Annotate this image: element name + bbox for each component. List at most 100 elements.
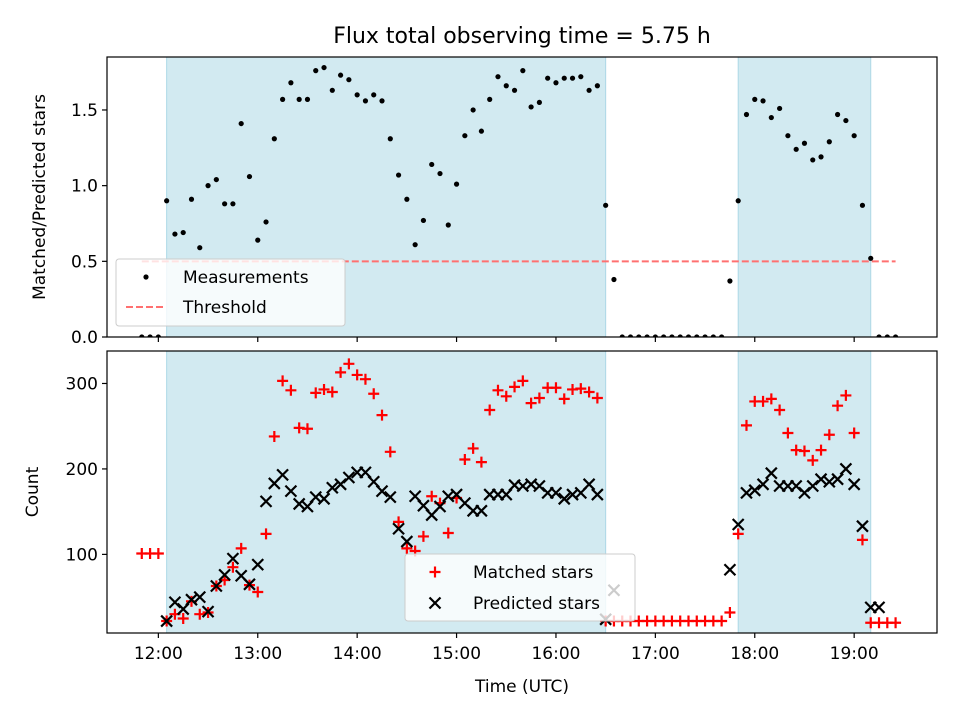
panel-1: 0.0 0.5 1.0 1.5 bbox=[71, 56, 938, 348]
data-point bbox=[400, 535, 414, 548]
data-point bbox=[575, 383, 587, 395]
data-point bbox=[470, 107, 476, 113]
data-point bbox=[177, 612, 189, 624]
data-point bbox=[856, 534, 868, 546]
data-point bbox=[553, 80, 559, 86]
x-tick-label: 14:00 bbox=[333, 644, 382, 664]
data-point bbox=[839, 462, 853, 476]
data-point bbox=[801, 140, 808, 146]
data-point bbox=[550, 382, 562, 394]
data-point bbox=[848, 427, 860, 439]
data-point bbox=[777, 105, 783, 112]
legend-marker-measurements bbox=[143, 274, 149, 280]
data-point bbox=[218, 568, 231, 582]
data-point bbox=[834, 111, 841, 118]
data-point bbox=[520, 68, 526, 74]
axes-frame bbox=[106, 56, 938, 338]
data-point bbox=[843, 117, 849, 124]
legend-label-measurements: Measurements bbox=[183, 268, 309, 288]
data-point bbox=[246, 173, 253, 180]
data-point bbox=[213, 176, 219, 183]
data-point bbox=[525, 397, 537, 409]
data-point bbox=[317, 492, 331, 506]
y-tick-label: 0.0 bbox=[71, 328, 98, 348]
data-point bbox=[627, 334, 634, 337]
data-point bbox=[752, 96, 758, 102]
data-point bbox=[172, 231, 178, 237]
data-point bbox=[227, 561, 239, 573]
data-point bbox=[765, 466, 778, 480]
x-tick-label: 17:00 bbox=[631, 644, 680, 664]
data-point bbox=[205, 183, 211, 189]
data-point bbox=[222, 201, 228, 207]
data-point bbox=[487, 96, 493, 102]
data-point bbox=[426, 490, 438, 502]
data-point bbox=[379, 98, 385, 104]
data-point bbox=[798, 445, 810, 457]
data-point bbox=[230, 201, 236, 207]
data-point bbox=[185, 593, 198, 606]
data-point bbox=[847, 478, 861, 491]
data-point bbox=[147, 334, 153, 337]
data-point bbox=[823, 475, 836, 489]
x-tick-label: 12:00 bbox=[134, 644, 183, 664]
data-point bbox=[412, 242, 418, 248]
data-point bbox=[818, 154, 824, 160]
data-point bbox=[238, 120, 244, 127]
x-tick-label: 16:00 bbox=[531, 644, 580, 664]
data-point bbox=[724, 606, 736, 618]
data-point bbox=[644, 334, 650, 337]
data-point bbox=[280, 96, 286, 102]
legend-box bbox=[404, 553, 636, 622]
data-point bbox=[329, 87, 335, 93]
data-point bbox=[226, 552, 240, 565]
plots-layer: 0.0 0.5 1.0 1.5 100 200 300 12:00 13:00 14:00 15:0… bbox=[66, 56, 938, 664]
data-point bbox=[740, 419, 752, 431]
data-point bbox=[276, 468, 289, 482]
data-point bbox=[545, 75, 551, 81]
data-point bbox=[735, 198, 741, 204]
data-point bbox=[509, 381, 521, 393]
data-point bbox=[856, 519, 869, 533]
data-point bbox=[782, 427, 794, 439]
data-point bbox=[384, 490, 397, 504]
data-point bbox=[578, 74, 584, 80]
x-tick-label: 15:00 bbox=[432, 644, 481, 664]
data-point bbox=[619, 334, 625, 337]
data-point bbox=[197, 245, 203, 251]
data-point bbox=[384, 446, 396, 458]
data-point bbox=[445, 222, 451, 228]
data-point bbox=[785, 133, 791, 139]
data-point bbox=[793, 146, 799, 152]
data-point bbox=[188, 196, 195, 202]
legend-marker-predicted bbox=[428, 596, 442, 610]
data-point bbox=[826, 139, 832, 145]
data-point bbox=[255, 237, 261, 243]
data-point bbox=[417, 530, 429, 542]
data-point bbox=[152, 548, 164, 560]
data-point bbox=[814, 472, 828, 486]
data-point bbox=[467, 442, 479, 454]
data-point bbox=[716, 615, 728, 627]
legend-label-predicted: Predicted stars bbox=[473, 594, 600, 614]
data-point bbox=[694, 334, 700, 337]
legend-label-threshold: Threshold bbox=[182, 298, 267, 318]
series-measurements bbox=[139, 64, 899, 337]
legend-box bbox=[115, 258, 346, 327]
data-point bbox=[495, 74, 501, 80]
data-point bbox=[139, 334, 145, 337]
data-point bbox=[346, 77, 352, 83]
data-point bbox=[459, 454, 471, 466]
data-point bbox=[661, 334, 667, 337]
data-point bbox=[193, 590, 207, 604]
data-point bbox=[876, 334, 882, 337]
data-point bbox=[603, 202, 609, 208]
axes-frame bbox=[106, 350, 938, 634]
data-point bbox=[392, 522, 405, 536]
data-point bbox=[611, 276, 617, 283]
data-point bbox=[757, 395, 769, 407]
data-point bbox=[271, 136, 277, 142]
data-point bbox=[268, 430, 280, 442]
data-point bbox=[517, 375, 529, 387]
data-point bbox=[723, 563, 737, 577]
